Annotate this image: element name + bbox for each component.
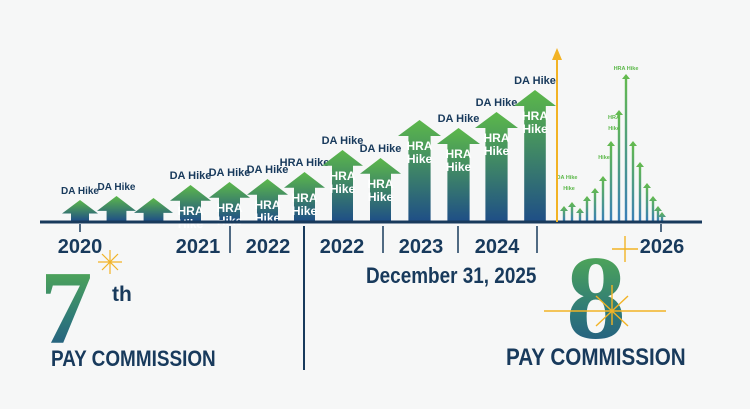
- small-arrow-icon: [622, 74, 630, 221]
- arrow-above-label: DA Hike: [322, 135, 364, 147]
- small-hike-label: Hike: [563, 186, 575, 192]
- small-arrow-icon: [649, 196, 657, 221]
- arrow-icon: [247, 179, 288, 221]
- seventh-number: 7: [40, 249, 93, 366]
- small-hike-label: HRA: [608, 115, 620, 121]
- hike-arrow: DA Hike: [61, 186, 99, 221]
- arrow-above-label: DA Hike: [61, 186, 99, 197]
- small-arrow-icon: [607, 141, 615, 221]
- year-labels: 2020 2021 2022 2022 2023 2024 2026: [58, 236, 685, 258]
- arrow-above-label: DA Hike: [476, 97, 518, 109]
- arrow-icon: [97, 196, 136, 221]
- arrow-above-label: DA Hike: [209, 167, 251, 179]
- small-arrow-icon: [568, 202, 576, 221]
- sparkle-icon: [544, 236, 666, 327]
- hike-arrow: DA Hike: [97, 182, 136, 221]
- year-label: 2026: [640, 236, 685, 258]
- year-label: 2024: [475, 236, 520, 258]
- eighth-pay-commission-title: PAY COMMISSION: [506, 344, 686, 371]
- small-hike-label: HRA Hike: [614, 66, 639, 72]
- sparkle-icon: [98, 250, 122, 274]
- year-label: 2022: [320, 236, 365, 258]
- arrow-icon: [360, 158, 401, 221]
- arrow-above-label: DA Hike: [514, 75, 556, 87]
- cutoff-date: December 31, 2025: [366, 263, 537, 288]
- year-label: 2022: [246, 236, 291, 258]
- year-label: 2023: [399, 236, 444, 258]
- arrow-above-label: HRA Hike: [280, 157, 330, 169]
- small-arrow-icon: [599, 176, 607, 221]
- year-label: 2020: [58, 236, 103, 258]
- small-arrow-icon: [591, 188, 599, 221]
- eighth-number: 8: [566, 231, 626, 364]
- arrow-above-label: DA Hike: [170, 170, 212, 182]
- small-arrow-icon: [576, 208, 584, 221]
- arrow-icon: [514, 90, 556, 221]
- arrow-above-label: DA Hike: [247, 164, 289, 176]
- seventh-suffix: th: [112, 283, 132, 306]
- arrow-icon: [475, 112, 518, 221]
- arrow-above-label: DA Hike: [98, 182, 136, 193]
- seventh-pay-commission-title: PAY COMMISSION: [51, 346, 216, 371]
- milestone-arrow-icon: [552, 48, 562, 60]
- small-arrow-icon: [636, 162, 644, 221]
- arrow-above-label: DA Hike: [438, 113, 480, 125]
- hike-arrow: HRA Hike: [398, 120, 441, 221]
- small-arrow-icon: [643, 183, 651, 221]
- small-arrow-icon: [560, 206, 568, 221]
- small-arrow-icon: [615, 110, 623, 221]
- year-label: 2021: [176, 236, 221, 258]
- small-arrow-icon: [654, 206, 662, 221]
- small-arrow-icon: [629, 141, 637, 221]
- arrow-icon: [322, 150, 363, 221]
- arrow-icon: [209, 182, 250, 221]
- hike-arrow: [134, 198, 173, 221]
- arrow-icon: [284, 172, 325, 221]
- small-hike-label: DA Hike: [557, 175, 578, 181]
- timeline-dividers: [79, 224, 662, 370]
- arrow-icon: [398, 120, 441, 221]
- small-hike-label: Hike: [608, 126, 620, 132]
- hike-arrow: HRA Hike HRA Hike: [280, 157, 330, 221]
- arrow-icon: [170, 185, 211, 221]
- small-arrow-icon: [583, 196, 591, 221]
- arrow-icon: [62, 200, 98, 221]
- small-hike-label: Hike: [598, 155, 610, 161]
- arrow-icon: [134, 198, 173, 221]
- small-arrow-icon: [658, 212, 666, 221]
- arrow-icon: [437, 128, 480, 221]
- arrow-above-label: DA Hike: [360, 143, 402, 155]
- small-arrows-cluster: HRA Hike HRA Hike Hike DA Hike Hike: [557, 66, 666, 221]
